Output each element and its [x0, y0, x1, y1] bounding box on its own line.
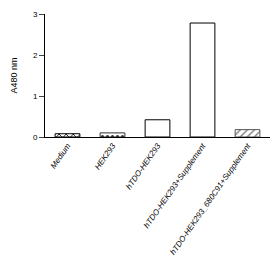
svg-text:Medium: Medium — [49, 142, 73, 171]
svg-text:hTDO-HEK293: hTDO-HEK293 — [124, 141, 163, 191]
svg-text:1: 1 — [33, 92, 38, 101]
svg-text:A480 nm: A480 nm — [9, 57, 19, 93]
svg-text:3: 3 — [33, 10, 38, 19]
svg-text:hTDO-HEK293+Supplement: hTDO-HEK293+Supplement — [142, 141, 208, 230]
svg-text:HEK293: HEK293 — [93, 141, 118, 171]
svg-text:2: 2 — [33, 51, 38, 60]
svg-text:hTDO-HEK293_680C91+Supplement: hTDO-HEK293_680C91+Supplement — [168, 141, 252, 256]
svg-text:0: 0 — [33, 133, 38, 142]
